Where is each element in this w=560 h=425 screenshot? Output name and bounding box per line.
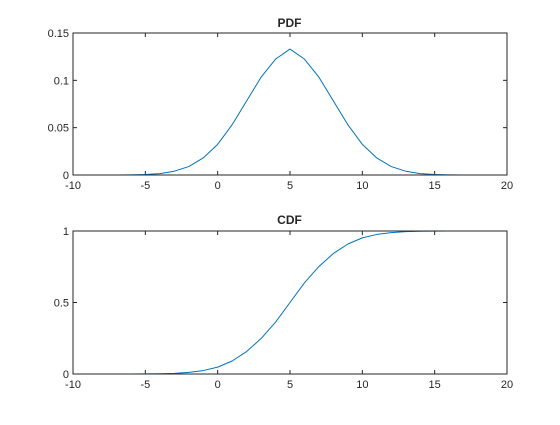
pdf-plot-area [73,33,507,175]
pdf-data-point [376,157,377,158]
pdf-data-point [347,124,348,125]
cdf-data-point [347,243,348,244]
cdf-data-point [289,302,290,303]
cdf-xtick-label: 5 [287,379,293,391]
pdf-data-point [333,100,334,101]
cdf-xtick-label: -5 [140,379,150,391]
pdf-data-point [260,77,261,78]
pdf-data-point [318,77,319,78]
cdf-data-point [232,360,233,361]
pdf-xtick-label: -10 [65,180,81,192]
cdf-xtick-label: -10 [65,379,81,391]
pdf-data-point [217,144,218,145]
pdf-data-point [159,173,160,174]
cdf-data-point [246,351,247,352]
cdf-xtick-label: 15 [429,379,441,391]
cdf-ytick-label: 0 [63,369,69,381]
pdf-ytick-label: 0 [63,170,69,182]
cdf-data-point [203,370,204,371]
pdf-data-point [203,157,204,158]
cdf-data-point [304,282,305,283]
cdf-data-point [333,253,334,254]
cdf-data-point [188,372,189,373]
cdf-data-point [362,237,363,238]
pdf-data-point [246,100,247,101]
pdf-subplot: PDF -10 -5 0 5 10 15 20 0 0.05 0.1 0.15 [48,16,514,192]
pdf-data-point [391,166,392,167]
pdf-data-point [174,171,175,172]
pdf-title: PDF [278,16,302,30]
cdf-title: CDF [277,213,302,227]
pdf-xtick-label: 10 [356,180,368,192]
pdf-ytick-label: 0.15 [48,28,69,40]
cdf-ytick-label: 1 [63,226,69,238]
cdf-data-point [260,338,261,339]
cdf-xtick-label: 0 [215,379,221,391]
cdf-data-point [217,367,218,368]
pdf-data-point [232,124,233,125]
cdf-data-point [318,266,319,267]
pdf-ytick-label: 0.05 [48,123,69,135]
pdf-axes-box [72,32,508,176]
pdf-xtick-label: 0 [215,180,221,192]
pdf-xtick-label: 5 [287,180,293,192]
cdf-xtick-label: 20 [501,379,513,391]
pdf-xtick-label: 20 [501,180,513,192]
pdf-data-point [362,144,363,145]
cdf-data-point [376,234,377,235]
cdf-xtick-label: 10 [356,379,368,391]
cdf-data-point [275,322,276,323]
pdf-data-point [188,166,189,167]
pdf-xtick-label: 15 [429,180,441,192]
pdf-data-point [405,171,406,172]
pdf-data-point [304,59,305,60]
pdf-data-point [275,59,276,60]
pdf-ytick-label: 0.1 [54,75,69,87]
cdf-tick-labels: -10 -5 0 5 10 15 20 0 0.5 1 [54,226,513,391]
cdf-ytick-label: 0.5 [54,298,69,310]
cdf-data-point [391,232,392,233]
cdf-subplot: CDF -10 -5 0 5 10 15 20 0 0.5 1 [54,213,513,391]
pdf-tick-labels: -10 -5 0 5 10 15 20 0 0.05 0.1 0.15 [48,28,514,192]
pdf-data-point [420,173,421,174]
cdf-axes-box [72,230,508,375]
pdf-xtick-label: -5 [140,180,150,192]
pdf-data-point [289,48,290,49]
